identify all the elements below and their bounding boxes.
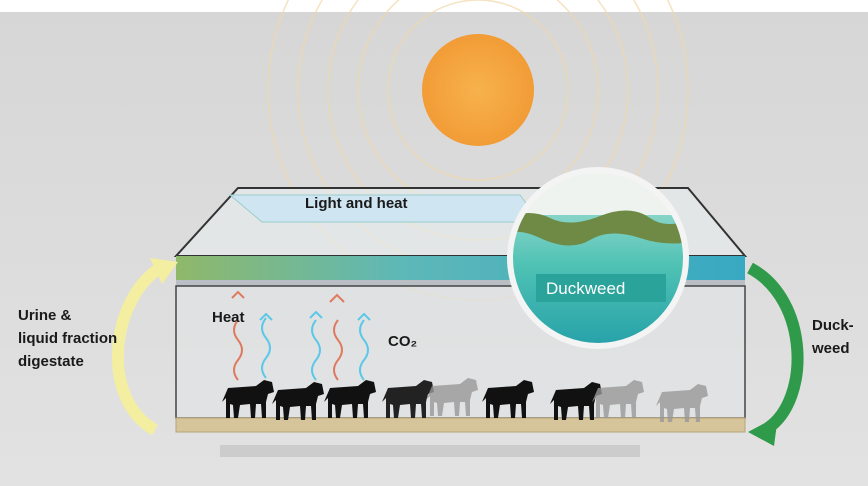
floor bbox=[175, 417, 746, 433]
duckweed-tag bbox=[536, 274, 666, 302]
inflow-line: digestate bbox=[18, 353, 84, 370]
inflow-line: Urine & bbox=[18, 307, 72, 324]
gas-waves bbox=[231, 290, 371, 381]
heat-label: Heat bbox=[212, 309, 245, 326]
divider bbox=[176, 280, 745, 286]
inflow-arrowhead bbox=[150, 258, 178, 284]
outflow-arrowhead bbox=[748, 416, 778, 446]
top-strip bbox=[0, 0, 868, 12]
outflow-line: Duck- bbox=[812, 317, 854, 334]
outflow-line: weed bbox=[811, 340, 850, 357]
outflow-label: Duck- weed bbox=[811, 317, 858, 357]
duckweed-label: Duckweed bbox=[546, 279, 625, 298]
inflow-line: liquid fraction bbox=[18, 330, 117, 347]
co2-label: CO₂ bbox=[388, 333, 417, 350]
outflow-arrow bbox=[746, 262, 804, 433]
magnifier-rim bbox=[507, 167, 689, 349]
reflection bbox=[220, 445, 640, 457]
inflow-label: Urine & liquid fraction digestate bbox=[18, 307, 121, 370]
sun bbox=[422, 34, 534, 146]
inflow-arrow bbox=[111, 262, 164, 436]
light-label: Light and heat bbox=[305, 195, 408, 212]
